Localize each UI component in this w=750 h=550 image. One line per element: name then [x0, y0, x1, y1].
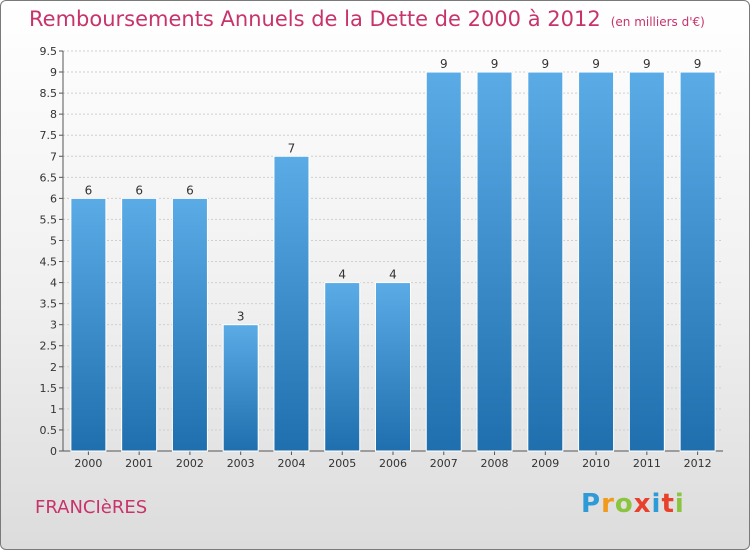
y-tick-label: 2 — [50, 361, 57, 374]
bar — [425, 71, 462, 452]
bars — [70, 71, 716, 452]
y-tick-label: 7.5 — [40, 129, 58, 142]
chart-title: Remboursements Annuels de la Dette de 20… — [29, 7, 705, 31]
x-tick-label: 2001 — [125, 457, 153, 470]
bar-value-label: 9 — [440, 57, 448, 71]
bar-value-label: 9 — [592, 57, 600, 71]
x-tick-label: 2003 — [227, 457, 255, 470]
x-tick-label: 2010 — [582, 457, 610, 470]
x-tick-label: 2011 — [633, 457, 661, 470]
y-tick-label: 6 — [50, 192, 57, 205]
bar-value-label: 9 — [491, 57, 499, 71]
y-tick-label: 7 — [50, 150, 57, 163]
y-tick-label: 8.5 — [40, 87, 58, 100]
y-tick-label: 9 — [50, 66, 57, 79]
bar-value-label: 9 — [694, 57, 702, 71]
y-tick-label: 2.5 — [40, 340, 58, 353]
logo-letter: i — [651, 489, 662, 519]
bar-value-label: 9 — [541, 57, 549, 71]
bar-value-label: 4 — [389, 268, 397, 282]
x-tick-label: 2009 — [531, 457, 559, 470]
bar — [679, 71, 716, 452]
y-tick-label: 0.5 — [40, 424, 58, 437]
logo-letter: i — [674, 489, 685, 519]
x-tick-label: 2000 — [74, 457, 102, 470]
y-tick-label: 0 — [50, 445, 57, 458]
x-tick-label: 2005 — [328, 457, 356, 470]
y-tick-label: 1.5 — [40, 382, 58, 395]
bar-value-label: 4 — [338, 268, 346, 282]
y-tick-label: 9.5 — [40, 45, 58, 58]
x-tick-label: 2008 — [481, 457, 509, 470]
y-tick-label: 8 — [50, 108, 57, 121]
labels: 6 2000 6 2001 6 2002 3 2003 7 2004 4 2005 4 2006 9 2007… — [74, 57, 711, 470]
bar-value-label: 6 — [135, 183, 143, 197]
logo-letter: r — [601, 489, 615, 519]
bar — [222, 324, 259, 452]
axes: 0 0.5 1 1.5 2 2.5 3 3.5 4 4.5 5 5.5 6 6.5 7 7.5 8 8.5 9 9.5 — [40, 45, 723, 458]
logo-letter: x — [633, 489, 652, 519]
bar — [70, 197, 107, 452]
proxiti-logo: Proxiti — [581, 489, 685, 519]
bar-value-label: 7 — [288, 141, 296, 155]
chart-unit: (en milliers d'€) — [610, 15, 705, 29]
bar-value-label: 9 — [643, 57, 651, 71]
bar — [578, 71, 615, 452]
x-tick-label: 2006 — [379, 457, 407, 470]
bar-value-label: 3 — [237, 310, 245, 324]
y-tick-label: 5 — [50, 234, 57, 247]
chart-title-text: Remboursements Annuels de la Dette de 20… — [29, 7, 601, 31]
bar — [628, 71, 665, 452]
y-tick-label: 3.5 — [40, 298, 58, 311]
bar — [324, 282, 361, 452]
bar — [171, 197, 208, 452]
bar — [121, 197, 158, 452]
bar — [273, 155, 310, 452]
bar — [476, 71, 513, 452]
x-tick-label: 2002 — [176, 457, 204, 470]
logo-letter: o — [614, 489, 634, 519]
bar — [527, 71, 564, 452]
y-tick-label: 5.5 — [40, 213, 58, 226]
bar — [375, 282, 411, 452]
bar-value-label: 6 — [85, 183, 93, 197]
x-tick-label: 2007 — [430, 457, 458, 470]
logo-letter: t — [661, 489, 675, 519]
commune-name: FRANCIèRES — [35, 497, 148, 518]
y-tick-label: 6.5 — [40, 171, 58, 184]
logo-letter: P — [581, 489, 602, 519]
x-tick-label: 2004 — [277, 457, 305, 470]
y-tick-label: 4.5 — [40, 256, 58, 269]
y-tick-label: 1 — [50, 403, 57, 416]
x-tick-label: 2012 — [684, 457, 712, 470]
y-tick-label: 4 — [50, 277, 57, 290]
bar-value-label: 6 — [186, 183, 194, 197]
y-tick-label: 3 — [50, 319, 57, 332]
